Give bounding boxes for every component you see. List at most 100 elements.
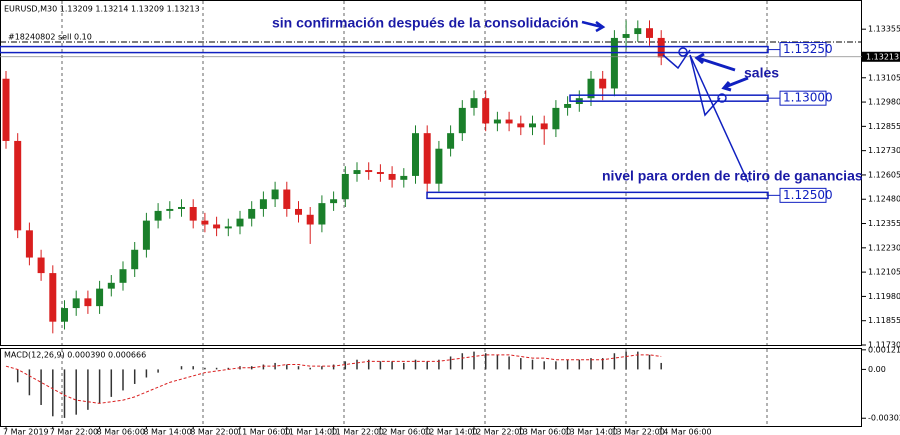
candle-body xyxy=(400,175,408,180)
candle-body xyxy=(61,308,68,322)
y-tick-label: 1.12230 xyxy=(868,243,900,252)
annotation: sin confirmación después de la consolida… xyxy=(272,15,579,31)
candle-body xyxy=(131,249,139,270)
candle-body xyxy=(540,123,548,130)
candle-body xyxy=(96,288,104,307)
candle-body xyxy=(552,107,560,130)
arrow xyxy=(721,76,749,92)
y-tick-label: 1.12980 xyxy=(868,98,900,107)
level-label: 1.13000 xyxy=(783,91,833,105)
candle-body xyxy=(224,226,232,229)
candle-body xyxy=(271,189,279,200)
candle-body xyxy=(505,119,513,124)
x-tick-label: 11 Mar 06:00 xyxy=(237,428,290,435)
y-tick-label: 1.12105 xyxy=(868,268,900,277)
candle-body xyxy=(622,34,630,38)
candle-body xyxy=(646,28,653,38)
candle-body xyxy=(482,98,490,124)
candle-body xyxy=(412,133,419,176)
x-tick-label: 11 Mar 14:00 xyxy=(284,428,337,435)
candle-body xyxy=(365,170,373,173)
candle-body xyxy=(119,269,127,283)
path-drawing xyxy=(662,49,691,70)
annotation: sales xyxy=(744,65,779,81)
candle-body xyxy=(634,28,642,35)
x-tick-label: 7 Mar 22:00 xyxy=(50,428,98,435)
candle-body xyxy=(166,208,174,211)
candle-body xyxy=(529,123,536,128)
macd-panel xyxy=(0,348,862,427)
arrow xyxy=(694,52,736,72)
y-tick-label: 1.12855 xyxy=(868,122,900,131)
x-tick-label: 13 Mar 22:00 xyxy=(611,428,664,435)
candle-body xyxy=(517,123,525,128)
x-tick-label: 13 Mar 14:00 xyxy=(565,428,618,435)
candle-body xyxy=(14,140,22,231)
candle-body xyxy=(318,203,326,225)
arrow xyxy=(581,20,606,33)
x-tick-label: 8 Mar 14:00 xyxy=(143,428,191,435)
x-tick-label: 12 Mar 14:00 xyxy=(424,428,477,435)
candle-body xyxy=(610,37,618,89)
price-panel xyxy=(0,0,862,346)
candle-body xyxy=(376,172,384,174)
x-tick-label: 14 Mar 06:00 xyxy=(658,428,711,435)
candle-body xyxy=(341,173,349,200)
y-tick-label: 1.13105 xyxy=(868,73,900,82)
candle-body xyxy=(259,199,267,209)
candle-body xyxy=(248,208,256,219)
candle-body xyxy=(458,107,466,134)
circle-marker xyxy=(717,93,727,103)
path-drawing xyxy=(689,54,721,117)
y-tick-label: 1.11855 xyxy=(868,316,900,325)
candle-body xyxy=(84,298,92,307)
candle-body xyxy=(388,173,396,180)
candle-body xyxy=(447,133,455,149)
y-tick-label: 0.001211 xyxy=(868,345,900,354)
x-tick-label: 8 Mar 06:00 xyxy=(97,428,145,435)
candle-body xyxy=(306,214,314,225)
candle-body xyxy=(201,220,209,225)
candle-body xyxy=(72,298,80,309)
circle-marker xyxy=(678,47,688,57)
candle-body xyxy=(2,78,10,141)
current-price-box xyxy=(862,51,900,62)
candle-body xyxy=(564,104,572,108)
candle-body xyxy=(142,220,150,250)
y-tick-label: 1.13355 xyxy=(868,25,900,34)
y-tick-label: 1.12730 xyxy=(868,146,900,155)
candle-body xyxy=(213,224,221,229)
macd-title: MACD(12,26,9) 0.000390 0.000666 xyxy=(4,351,146,360)
candle-body xyxy=(295,208,302,215)
y-tick-label: 1.11730 xyxy=(868,341,900,350)
y-tick-label: -0.00302 xyxy=(868,414,900,423)
signal-line xyxy=(5,354,662,404)
candle-body xyxy=(353,170,361,174)
candle-body xyxy=(423,133,431,184)
candle-body xyxy=(236,218,244,227)
current-price-label: 1.13213 xyxy=(866,52,899,61)
x-tick-label: 7 Mar 2019 xyxy=(3,428,49,435)
y-tick-label: 1.12480 xyxy=(868,195,900,204)
x-tick-label: 12 Mar 06:00 xyxy=(377,428,430,435)
candle-body xyxy=(599,78,607,89)
candle-body xyxy=(657,37,665,58)
candle-body xyxy=(154,210,162,221)
y-tick-label: 1.11980 xyxy=(868,292,900,301)
candle-body xyxy=(49,273,57,322)
x-tick-label: 12 Mar 22:00 xyxy=(471,428,524,435)
candle-body xyxy=(178,207,185,209)
y-tick-label: 1.12605 xyxy=(868,170,900,179)
candle-body xyxy=(470,98,478,108)
y-tick-label: 1.12355 xyxy=(868,219,900,228)
annotation: nivel para orden de retiro de ganancias xyxy=(602,168,863,184)
level-label: 1.12500 xyxy=(783,188,833,202)
candle-body xyxy=(330,199,338,204)
candle-body xyxy=(25,230,33,258)
x-tick-label: 8 Mar 22:00 xyxy=(190,428,238,435)
candle-body xyxy=(107,282,115,289)
order-label: #18240802 sell 0.10 xyxy=(8,33,92,42)
drawings xyxy=(581,20,749,183)
